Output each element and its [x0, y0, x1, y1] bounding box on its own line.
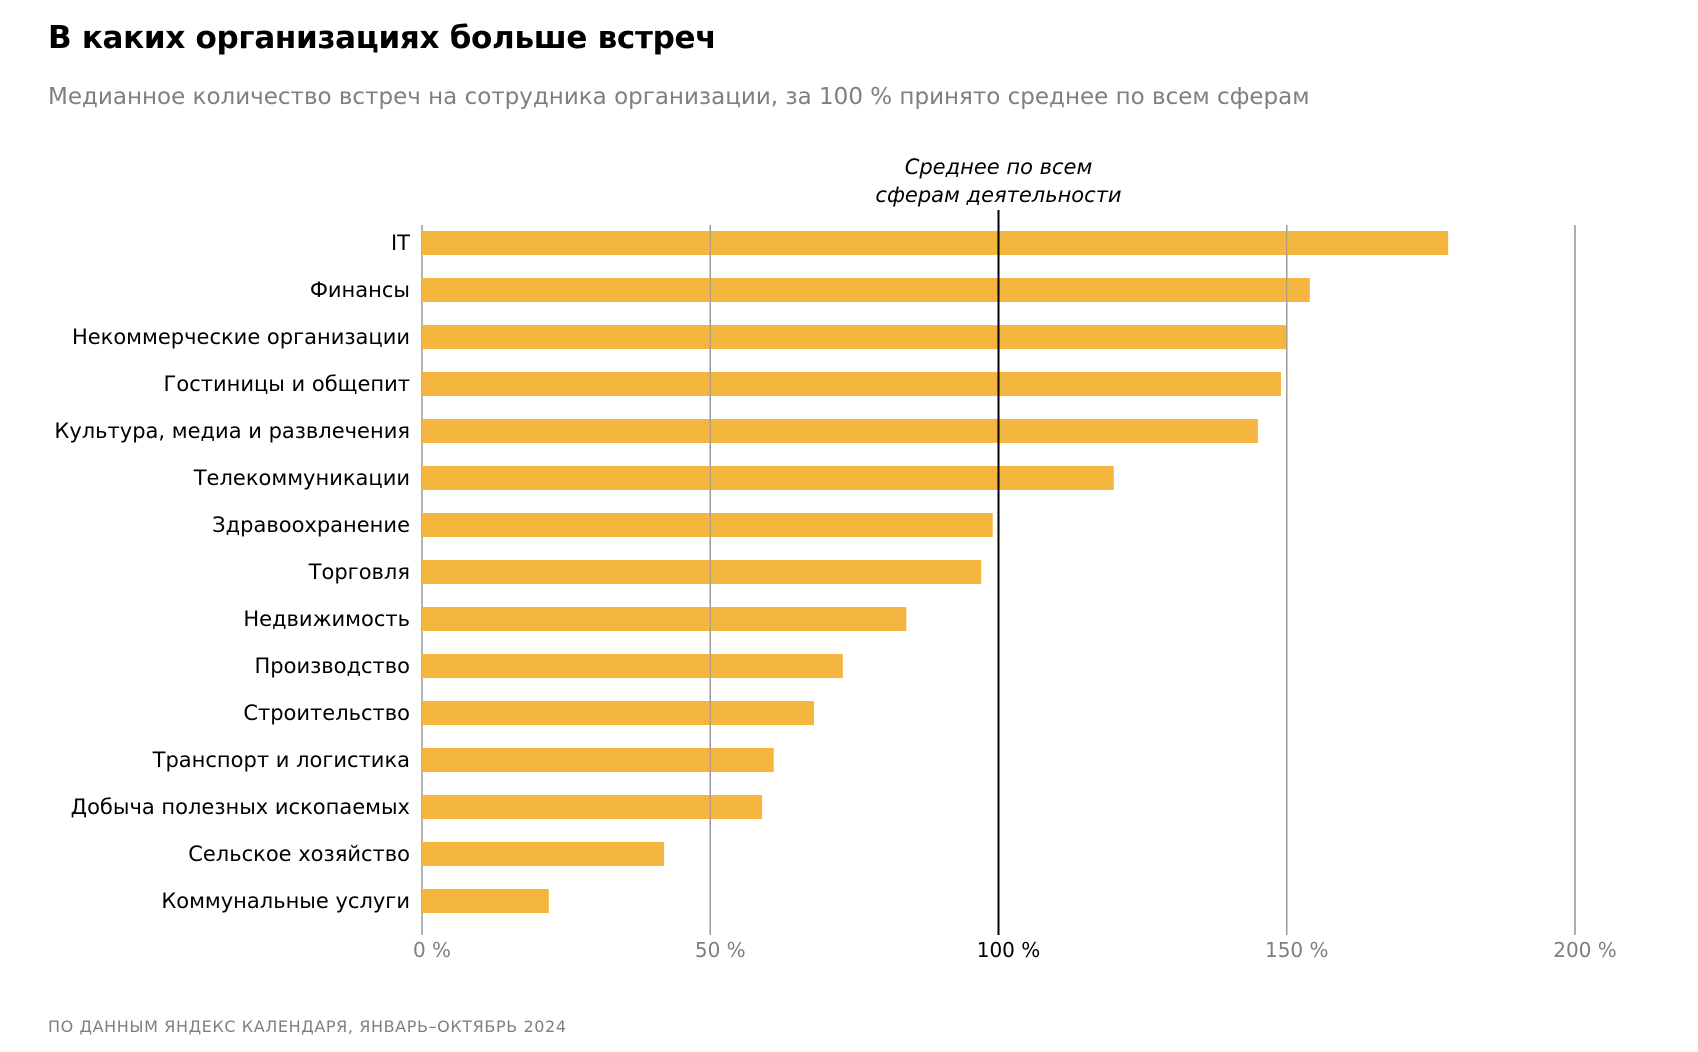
bars	[422, 225, 1576, 935]
bar-7	[422, 560, 982, 584]
bar-2	[422, 325, 1287, 349]
category-label-6: Здравоохранение	[212, 513, 410, 537]
bar-4	[422, 419, 1258, 443]
chart-subtitle: Медианное количество встреч на сотрудник…	[48, 84, 1310, 110]
bar-6	[422, 513, 993, 537]
bar-5	[422, 466, 1114, 490]
bar-9	[422, 654, 843, 678]
bar-3	[422, 372, 1281, 396]
bar-0	[422, 231, 1449, 255]
category-label-10: Строительство	[243, 701, 410, 725]
reference-line-group: Среднее по всем сферам деятельности	[875, 155, 1122, 935]
x-tick-label-50: 50 %	[695, 938, 746, 962]
bar-12	[422, 795, 763, 819]
bar-11	[422, 748, 774, 772]
category-label-3: Гостиницы и общепит	[164, 372, 410, 396]
category-label-5: Телекоммуникации	[193, 466, 410, 490]
reference-label-line-1: сферам деятельности	[875, 183, 1121, 207]
bar-chart: Среднее по всем сферам деятельности IT Фин…	[54, 155, 1617, 962]
bar-1	[422, 278, 1310, 302]
category-label-9: Производство	[254, 654, 410, 678]
category-label-4: Культура, медиа и развлечения	[54, 419, 410, 443]
x-tick-label-100: 100 %	[977, 938, 1041, 962]
x-tick-label-200: 200 %	[1553, 938, 1617, 962]
category-label-14: Коммунальные услуги	[161, 889, 410, 913]
category-label-0: IT	[391, 231, 410, 255]
reference-label-line-0: Среднее по всем	[905, 155, 1093, 179]
category-label-1: Финансы	[310, 278, 410, 302]
category-label-12: Добыча полезных ископаемых	[71, 795, 410, 819]
x-axis-ticks: 0 % 50 % 100 % 150 % 200 %	[413, 938, 1617, 962]
x-tick-label-0: 0 %	[413, 938, 451, 962]
category-label-2: Некоммерческие организации	[72, 325, 410, 349]
bar-13	[422, 842, 665, 866]
category-labels: IT Финансы Некоммерческие организации Гости…	[54, 231, 410, 913]
bar-8	[422, 607, 907, 631]
x-tick-label-150: 150 %	[1265, 938, 1329, 962]
source-note: ПО ДАННЫМ ЯНДЕКС КАЛЕНДАРЯ, ЯНВАРЬ–ОКТЯБ…	[48, 1017, 567, 1036]
category-label-11: Транспорт и логистика	[152, 748, 410, 772]
category-label-8: Недвижимость	[243, 607, 410, 631]
bar-14	[422, 889, 549, 913]
bar-10	[422, 701, 815, 725]
chart-title: В каких организациях больше встреч	[48, 20, 717, 56]
category-label-7: Торговля	[308, 560, 410, 584]
category-label-13: Сельское хозяйство	[188, 842, 410, 866]
